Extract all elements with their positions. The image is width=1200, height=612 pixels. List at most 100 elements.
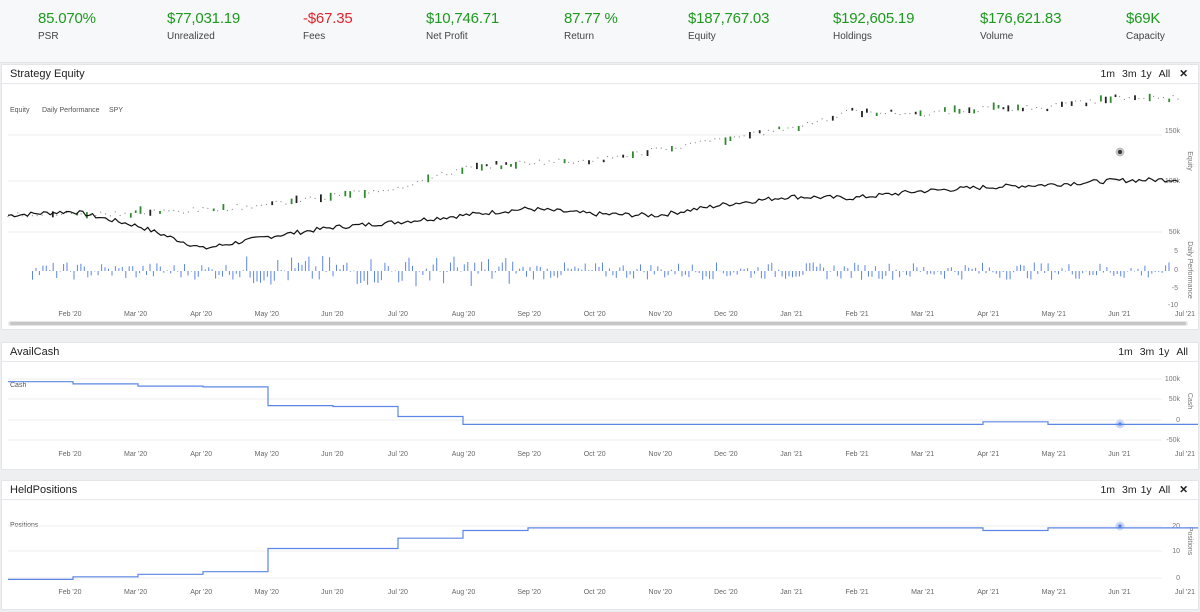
daily-performance-bar [1075, 271, 1077, 279]
x-tick-label: Jul '21 [1175, 451, 1195, 458]
x-tick-label: Apr '21 [977, 451, 999, 458]
equity-candle [1070, 101, 1073, 106]
daily-performance-bar [581, 269, 583, 271]
equity-point [607, 155, 609, 158]
equity-point [689, 142, 692, 144]
daily-performance-bar [971, 268, 973, 271]
equity-candle [1109, 96, 1112, 103]
zoom-3m-button[interactable]: 3m [1121, 68, 1137, 80]
zoom-all-button[interactable]: All [1158, 68, 1171, 80]
equity-candle [510, 164, 512, 167]
daily-performance-bar [888, 263, 890, 271]
zoom-1m-button[interactable]: 1m [1100, 484, 1116, 496]
x-tick-label: Sep '20 [517, 311, 541, 318]
equity-point [743, 135, 745, 137]
zoom-1m-button[interactable]: 1m [1118, 346, 1133, 358]
equity-point [1157, 97, 1160, 99]
zoom-3m-button[interactable]: 3m [1139, 346, 1155, 358]
daily-performance-bar [605, 271, 607, 277]
daily-performance-bar [104, 267, 106, 271]
daily-performance-bar [163, 271, 165, 273]
equity-point [592, 160, 594, 162]
equity-point [314, 197, 316, 200]
stat-label: Unrealized [167, 31, 215, 42]
zoom-all-button[interactable]: All [1158, 484, 1171, 496]
daily-performance-bar [726, 271, 728, 277]
equity-chart: Equity Daily Performance SPY 150k 100k 5… [7, 93, 1195, 326]
close-icon[interactable]: ✕ [1179, 68, 1188, 80]
daily-performance-bar [636, 269, 638, 271]
scrollbar-thumb[interactable] [10, 322, 1186, 325]
daily-performance-bar [667, 271, 669, 276]
daily-performance-bar [671, 269, 673, 271]
stat-label: Return [564, 31, 595, 42]
zoom-all-button[interactable]: All [1176, 346, 1188, 358]
daily-performance-bar [619, 267, 621, 271]
daily-performance-bar [857, 264, 859, 271]
daily-performance-bar [208, 267, 210, 271]
daily-performance-bar [508, 271, 510, 284]
stat-label: Volume [980, 31, 1014, 42]
legend-daily-performance[interactable]: Daily Performance [42, 107, 100, 114]
daily-performance-bar [1002, 271, 1004, 272]
daily-performance-bar [653, 271, 655, 275]
daily-performance-bar [298, 262, 299, 271]
y-tick-label: 10 [1172, 548, 1180, 555]
equity-point [811, 123, 814, 125]
daily-performance-bar [401, 271, 403, 281]
zoom-1y-button[interactable]: 1y [1140, 484, 1152, 496]
daily-performance-bar [398, 271, 400, 283]
close-icon[interactable]: ✕ [1179, 484, 1188, 496]
daily-performance-bar [87, 271, 89, 278]
daily-performance-bar [792, 271, 793, 278]
daily-performance-bar [1013, 271, 1015, 273]
daily-performance-bar [1026, 271, 1028, 279]
daily-performance-bar [239, 271, 241, 278]
daily-performance-bar [1116, 271, 1118, 274]
stat-value: $187,767.03 [688, 10, 770, 27]
stat-value: 85.070% [38, 10, 96, 27]
zoom-1m-button[interactable]: 1m [1100, 68, 1116, 80]
daily-performance-bar [771, 262, 773, 271]
equity-candle [968, 107, 971, 113]
equity-point [821, 118, 823, 120]
equity-point [719, 138, 721, 140]
legend-cash[interactable]: Cash [10, 382, 26, 389]
equity-point [553, 161, 555, 164]
x-tick-label: Aug '20 [452, 589, 476, 596]
stat-value: $176,621.83 [980, 10, 1062, 27]
equity-point [948, 113, 950, 115]
legend-spy[interactable]: SPY [109, 107, 123, 114]
daily-performance-bar [315, 266, 317, 271]
daily-performance-bar [415, 271, 417, 287]
equity-point [124, 212, 126, 214]
equity-point [192, 207, 194, 209]
daily-performance-bar [719, 270, 721, 272]
legend-equity[interactable]: Equity [10, 107, 30, 114]
daily-performance-bar [847, 268, 849, 271]
daily-performance-bar [408, 257, 410, 271]
zoom-1y-button[interactable]: 1y [1158, 346, 1170, 358]
y-axis-title: Daily Performance [1186, 241, 1193, 299]
daily-performance-bar [747, 268, 749, 271]
daily-performance-bar [266, 271, 268, 277]
x-tick-label: Mar '20 [124, 451, 147, 458]
equity-point [1055, 103, 1057, 105]
x-tick-label: Jul '21 [1175, 311, 1195, 318]
panel-title: AvailCash [10, 346, 60, 358]
daily-performance-bar [684, 271, 686, 275]
daily-performance-bar [1020, 264, 1021, 271]
equity-point [616, 155, 619, 157]
daily-performance-bar [360, 271, 362, 283]
daily-performance-bar [643, 271, 645, 273]
daily-performance-bar [177, 271, 179, 272]
zoom-3m-button[interactable]: 3m [1121, 484, 1137, 496]
daily-performance-bar [664, 271, 666, 278]
equity-point [168, 210, 170, 212]
panel-title: HeldPositions [10, 484, 78, 496]
stat-label: Holdings [833, 31, 872, 42]
equity-point [1177, 98, 1179, 100]
zoom-1y-button[interactable]: 1y [1140, 68, 1152, 80]
daily-performance-bar [902, 271, 904, 272]
daily-performance-bar [1154, 271, 1156, 273]
